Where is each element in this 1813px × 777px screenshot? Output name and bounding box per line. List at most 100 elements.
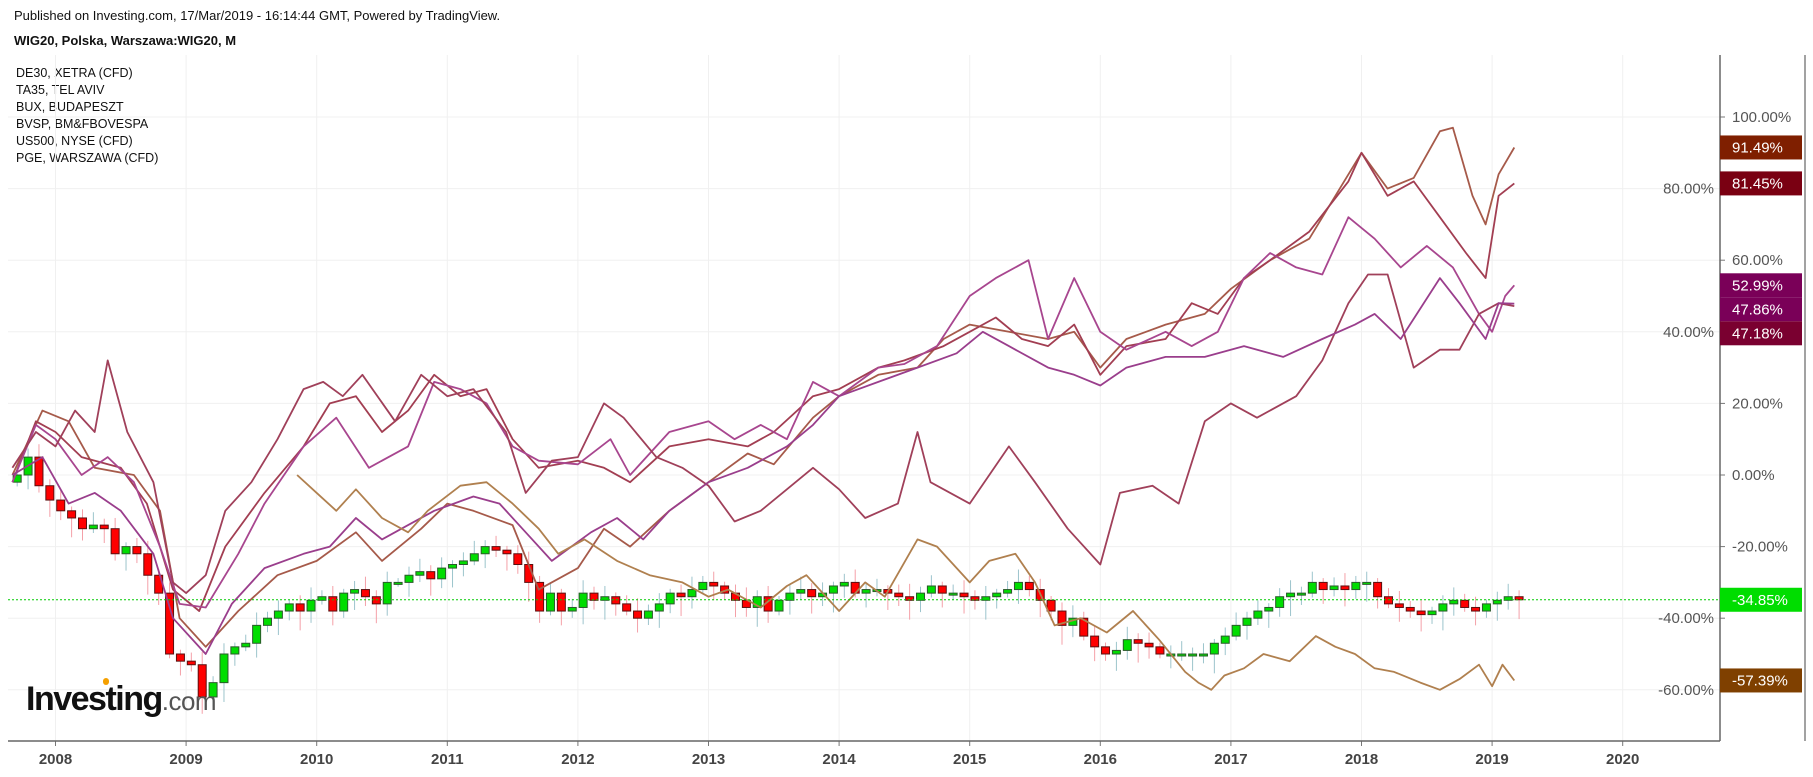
candle-up[interactable] <box>339 592 349 612</box>
candle-down[interactable] <box>1373 581 1383 598</box>
candle-up[interactable] <box>1264 606 1274 612</box>
candle-up[interactable] <box>654 603 664 612</box>
candle-up[interactable] <box>415 571 425 576</box>
candle-up[interactable] <box>992 592 1002 598</box>
series-line-0[interactable] <box>11 126 1516 648</box>
candle-up[interactable] <box>230 646 240 655</box>
candle-down[interactable] <box>371 596 381 605</box>
candle-up[interactable] <box>839 581 849 587</box>
candle-down[interactable] <box>535 581 545 612</box>
candle-up[interactable] <box>578 592 588 608</box>
candle-down[interactable] <box>611 596 621 605</box>
candle-up[interactable] <box>1209 642 1219 655</box>
candle-up[interactable] <box>1111 649 1121 655</box>
series-line-1[interactable] <box>11 151 1515 612</box>
legend-item[interactable]: US500, NYSE (CFD) <box>16 134 133 148</box>
candle-up[interactable] <box>1362 581 1372 585</box>
candle-down[interactable] <box>676 592 686 598</box>
candle-down[interactable] <box>99 524 109 530</box>
candle-down[interactable] <box>165 592 175 655</box>
candle-up[interactable] <box>1242 617 1252 626</box>
candle-up[interactable] <box>752 596 762 608</box>
candle-down[interactable] <box>556 592 566 612</box>
candle-up[interactable] <box>926 585 936 594</box>
candle-down[interactable] <box>1318 581 1328 591</box>
candle-up[interactable] <box>643 610 653 619</box>
legend-item[interactable]: DE30, XETRA (CFD) <box>16 66 133 80</box>
candle-up[interactable] <box>1351 581 1361 591</box>
candle-down[interactable] <box>937 585 947 594</box>
candle-down[interactable] <box>426 571 436 580</box>
legend-item[interactable]: BUX, BUDAPESZT <box>16 100 124 114</box>
legend-item[interactable]: PGE, WARSZAWA (CFD) <box>16 151 159 165</box>
candle-up[interactable] <box>404 574 414 583</box>
candle-up[interactable] <box>1481 603 1491 612</box>
candle-down[interactable] <box>1155 646 1165 655</box>
candle-up[interactable] <box>458 560 468 565</box>
candle-up[interactable] <box>1275 596 1285 608</box>
candle-down[interactable] <box>45 485 55 501</box>
candle-down[interactable] <box>1340 585 1350 591</box>
candle-up[interactable] <box>687 589 697 598</box>
candle-up[interactable] <box>828 585 838 594</box>
candle-up[interactable] <box>1122 639 1132 651</box>
candle-up[interactable] <box>1427 610 1437 616</box>
candle-down[interactable] <box>1394 603 1404 608</box>
candle-up[interactable] <box>861 589 871 594</box>
candle-up[interactable] <box>1253 610 1263 619</box>
candle-down[interactable] <box>360 589 370 598</box>
candle-down[interactable] <box>1046 599 1056 612</box>
candle-up[interactable] <box>1296 592 1306 596</box>
candle-down[interactable] <box>905 596 915 601</box>
candle-down[interactable] <box>143 553 153 576</box>
candle-down[interactable] <box>1514 596 1524 601</box>
candle-down[interactable] <box>110 528 120 555</box>
candle-up[interactable] <box>698 581 708 591</box>
candle-up[interactable] <box>317 596 327 601</box>
candle-down[interactable] <box>56 499 66 512</box>
candle-up[interactable] <box>88 524 98 530</box>
candle-down[interactable] <box>513 553 523 566</box>
candle-up[interactable] <box>273 610 283 619</box>
candle-up[interactable] <box>263 617 273 626</box>
candle-up[interactable] <box>1003 589 1013 594</box>
candle-down[interactable] <box>1471 606 1481 612</box>
candle-down[interactable] <box>894 592 904 598</box>
candle-down[interactable] <box>1383 596 1393 605</box>
candle-up[interactable] <box>241 642 251 648</box>
candle-up[interactable] <box>1231 624 1241 637</box>
candle-down[interactable] <box>1144 642 1154 648</box>
candle-down[interactable] <box>1460 599 1470 608</box>
candle-down[interactable] <box>197 664 207 698</box>
candle-up[interactable] <box>121 546 131 555</box>
candle-up[interactable] <box>1449 599 1459 605</box>
candle-up[interactable] <box>785 592 795 601</box>
candle-up[interactable] <box>480 546 490 555</box>
candle-up[interactable] <box>1438 603 1448 612</box>
candle-up[interactable] <box>208 682 218 698</box>
candle-up[interactable] <box>393 581 403 585</box>
candle-up[interactable] <box>545 592 555 612</box>
candle-down[interactable] <box>959 592 969 598</box>
candle-up[interactable] <box>252 624 262 644</box>
candle-up[interactable] <box>1286 592 1296 598</box>
candle-up[interactable] <box>1329 585 1339 591</box>
candle-down[interactable] <box>1024 581 1034 591</box>
candle-up[interactable] <box>382 581 392 605</box>
candle-up[interactable] <box>1188 653 1198 657</box>
candle-down[interactable] <box>1101 646 1111 655</box>
candle-down[interactable] <box>67 510 77 519</box>
series-line-5[interactable] <box>296 474 1516 691</box>
candle-down[interactable] <box>622 603 632 612</box>
candle-up[interactable] <box>469 553 479 562</box>
candle-down[interactable] <box>709 581 719 587</box>
candle-up[interactable] <box>1503 596 1513 601</box>
candle-up[interactable] <box>219 653 229 684</box>
candle-up[interactable] <box>350 589 360 594</box>
candle-up[interactable] <box>1198 653 1208 657</box>
candle-up[interactable] <box>948 592 958 596</box>
candle-up[interactable] <box>774 599 784 612</box>
candle-up[interactable] <box>437 567 447 580</box>
legend-item[interactable]: BVSP, BM&FBOVESPA <box>16 117 149 131</box>
